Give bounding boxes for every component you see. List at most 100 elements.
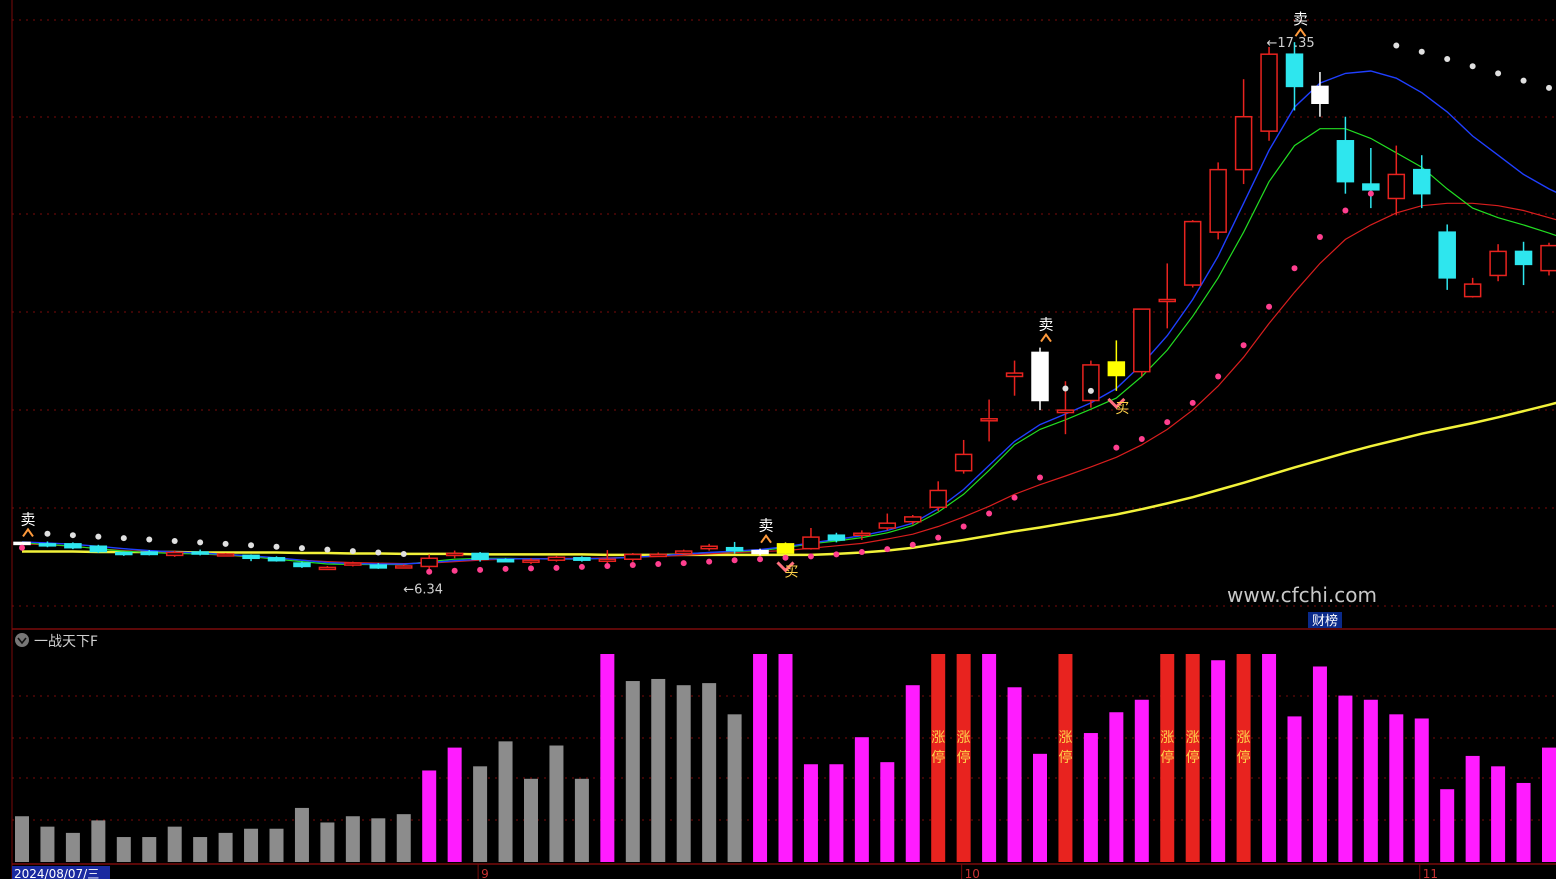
limit-up-label: 涨 <box>957 730 971 746</box>
candle-body <box>1387 173 1406 200</box>
candle-body <box>522 559 540 563</box>
sar-dot <box>528 565 534 572</box>
sell-arrow-icon <box>1040 332 1052 343</box>
candle-body <box>1362 183 1380 191</box>
ma-line-green <box>21 128 1556 566</box>
date-label: 2024/08/07/三 <box>14 867 99 879</box>
indicator-bar <box>15 816 29 862</box>
moving-averages <box>21 70 1556 566</box>
candle <box>1438 224 1456 290</box>
candle <box>547 555 566 562</box>
indicator-bar <box>473 766 488 862</box>
candle <box>369 563 388 569</box>
indicator-bar <box>956 654 971 862</box>
candle <box>1260 46 1278 141</box>
candle-body <box>242 554 260 560</box>
indicator-bar <box>651 678 666 862</box>
candle-body <box>751 549 769 555</box>
candle-body <box>471 552 489 560</box>
candle <box>624 552 642 562</box>
sar-dot <box>1113 444 1120 451</box>
candle <box>1362 147 1380 209</box>
candle <box>140 550 158 556</box>
sar-dot <box>782 554 789 561</box>
month-label: 10 <box>965 867 980 879</box>
candle-body <box>64 543 82 549</box>
candle-body <box>191 551 209 555</box>
sar-dot <box>400 550 407 557</box>
candle <box>954 439 973 474</box>
candle <box>904 514 922 525</box>
indicator-bar <box>1109 712 1124 862</box>
indicator-bar <box>1542 747 1556 862</box>
indicator-bar <box>294 807 309 862</box>
indicator-bar <box>1058 654 1073 862</box>
watermark: www.cfchi.com <box>1227 583 1377 607</box>
candle <box>776 542 795 555</box>
sub-indicator-header[interactable]: 一战天下F <box>15 633 98 650</box>
candle-body <box>573 557 591 561</box>
sar-dot <box>1291 265 1298 272</box>
candle-body <box>1133 308 1151 373</box>
sar-dot <box>1062 385 1069 392</box>
candle <box>1387 145 1406 216</box>
sar-dot <box>1342 207 1349 214</box>
candle-body <box>1438 231 1456 279</box>
candle-body <box>140 551 158 556</box>
sar-dot <box>604 562 611 569</box>
indicator-bar <box>167 826 182 862</box>
limit-up-label: 涨 <box>931 730 945 746</box>
sar-dot <box>578 563 585 570</box>
indicator-bar <box>1414 718 1429 862</box>
candle-body <box>1514 250 1533 266</box>
sar-dot <box>69 532 76 539</box>
candle <box>1540 242 1556 276</box>
collapse-icon[interactable] <box>15 633 29 647</box>
indicator-bar <box>1211 660 1226 862</box>
candle <box>725 541 744 554</box>
sar-dot <box>731 557 738 564</box>
indicator-bar <box>778 654 793 862</box>
sar-dot <box>1367 190 1374 197</box>
limit-up-label: 涨 <box>1186 730 1200 746</box>
candle-body <box>267 557 286 562</box>
candle-body <box>216 553 235 557</box>
candle-body <box>1234 115 1253 171</box>
candle-body <box>1183 220 1202 286</box>
sar-dot <box>44 530 51 537</box>
sar-dot <box>95 533 102 540</box>
candle <box>573 556 591 562</box>
sar-dot <box>655 561 662 568</box>
sar-dot <box>1418 48 1425 55</box>
indicator-bar <box>1287 716 1302 862</box>
candles <box>13 42 1556 572</box>
indicator-bar <box>422 770 437 862</box>
month-label: 11 <box>1423 867 1438 879</box>
candle-body <box>547 556 566 561</box>
candle-body <box>674 550 693 555</box>
candle <box>1183 220 1202 288</box>
indicator-bar <box>880 762 895 862</box>
indicator-bar <box>65 832 80 862</box>
limit-up-label: 停 <box>931 749 945 766</box>
indicator-bar <box>727 714 742 862</box>
sar-dot <box>1444 56 1451 62</box>
indicator-bar <box>498 741 513 862</box>
candle <box>64 542 82 550</box>
indicator-bar <box>91 820 106 862</box>
indicator-bar <box>753 654 768 862</box>
indicator-bar <box>396 814 411 862</box>
sar-dot <box>1495 70 1502 77</box>
sar-dot <box>1393 42 1400 49</box>
indicator-bar <box>1033 753 1047 862</box>
sar-dot <box>273 543 280 550</box>
indicator-bar <box>549 745 564 862</box>
sar-dot <box>120 535 127 542</box>
candle-body <box>395 565 413 569</box>
sar-dot <box>553 564 560 571</box>
sar-dot <box>884 546 891 553</box>
candle <box>318 565 337 571</box>
indicator-bar <box>600 654 615 862</box>
ma-line-red <box>21 202 1556 565</box>
sar-dot <box>680 560 687 567</box>
